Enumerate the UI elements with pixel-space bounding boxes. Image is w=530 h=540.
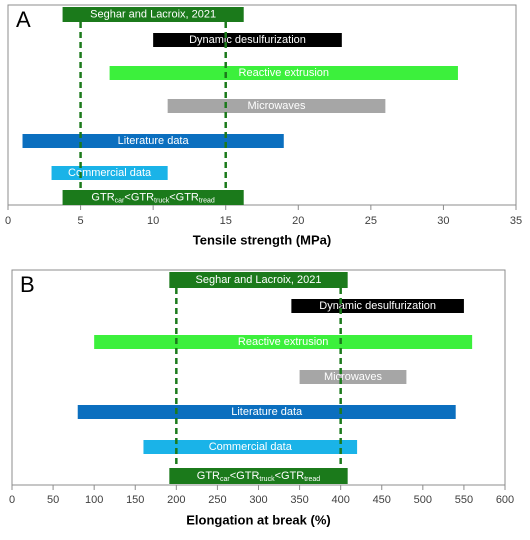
note-box: [62, 190, 244, 205]
x-tick-label: 30: [437, 215, 449, 227]
note-part: car: [115, 197, 125, 204]
bar-label: Commercial data: [209, 441, 293, 453]
x-tick-label: 250: [208, 494, 226, 506]
x-tick-label: 10: [147, 215, 159, 227]
bar-label: Dynamic desulfurization: [189, 34, 306, 46]
note-part: tread: [199, 197, 215, 204]
x-axis-title: Elongation at break (%): [186, 512, 330, 527]
plot-frame: [7, 4, 517, 206]
x-tick-label: 20: [292, 215, 304, 227]
x-tick-label: 5: [78, 215, 84, 227]
bar-label: Microwaves: [324, 371, 383, 383]
x-tick-label: 100: [85, 494, 103, 506]
note-part: <GTR: [124, 191, 154, 203]
x-tick-label: 0: [5, 215, 11, 227]
note-label: GTRcar<GTRtruck<GTRtread: [197, 470, 321, 483]
x-tick-label: 550: [455, 494, 473, 506]
range-bar: [22, 134, 284, 148]
bar-label: Microwaves: [247, 100, 306, 112]
range-bar: [291, 299, 464, 313]
note-part: GTR: [91, 191, 114, 203]
x-tick-label: 25: [365, 215, 377, 227]
x-tick-label: 450: [373, 494, 391, 506]
note-part: <GTR: [169, 191, 199, 203]
note-part: truck: [154, 197, 170, 204]
x-tick-label: 350: [290, 494, 308, 506]
bar-label: Literature data: [231, 406, 303, 418]
x-tick-label: 0: [9, 494, 15, 506]
x-tick-label: 400: [331, 494, 349, 506]
range-bar: [299, 370, 407, 384]
bar-label: Reactive extrusion: [238, 336, 329, 348]
reference-label: Seghar and Lacroix, 2021: [90, 8, 216, 20]
x-tick-label: 15: [220, 215, 232, 227]
panel-label: A: [16, 7, 31, 32]
x-tick-label: 600: [496, 494, 514, 506]
note-label: GTRcar<GTRtruck<GTRtread: [91, 191, 215, 204]
bar-label: Literature data: [118, 135, 190, 147]
panel-label: B: [20, 272, 35, 297]
note-part: <GTR: [230, 470, 260, 482]
x-tick-label: 500: [414, 494, 432, 506]
x-tick-label: 300: [249, 494, 267, 506]
reference-label: Seghar and Lacroix, 2021: [196, 274, 322, 286]
note-part: GTR: [197, 470, 220, 482]
range-bar: [109, 66, 458, 80]
x-tick-label: 150: [126, 494, 144, 506]
note-part: truck: [259, 476, 275, 483]
x-axis-title: Tensile strength (MPa): [193, 232, 331, 247]
note-part: tread: [304, 476, 320, 483]
range-bar: [167, 99, 386, 113]
range-bar: [143, 440, 358, 454]
x-tick-label: 50: [47, 494, 59, 506]
bar-label: Commercial data: [68, 167, 152, 179]
x-tick-label: 200: [167, 494, 185, 506]
reference-box: [169, 272, 348, 288]
x-tick-label: 35: [510, 215, 522, 227]
note-part: <GTR: [275, 470, 305, 482]
range-bar: [94, 335, 473, 349]
bar-label: Reactive extrusion: [239, 67, 330, 79]
bar-label: Dynamic desulfurization: [319, 300, 436, 312]
range-bar: [153, 33, 342, 47]
note-box: [169, 468, 348, 484]
reference-box: [62, 7, 244, 22]
note-part: car: [220, 476, 230, 483]
range-bar: [77, 405, 456, 419]
